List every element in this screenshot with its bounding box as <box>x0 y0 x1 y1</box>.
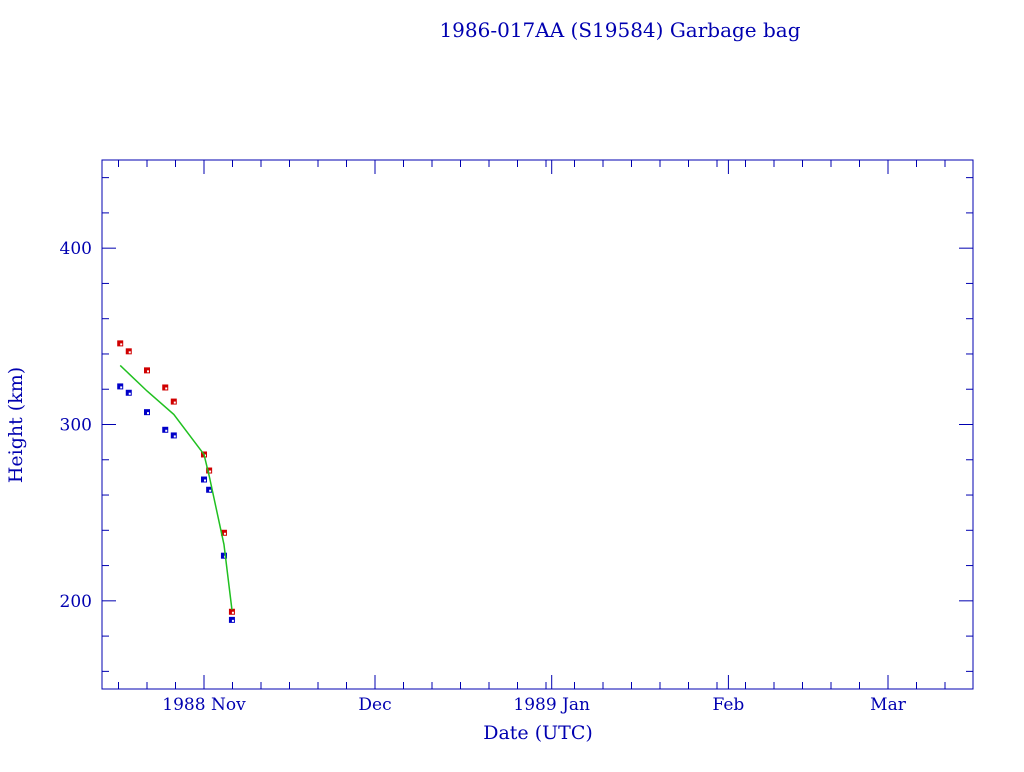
y-tick-label: 300 <box>60 416 92 436</box>
series-line-2 <box>119 364 233 610</box>
x-tick-label: Mar <box>870 695 907 715</box>
data-point-highlight <box>173 435 176 438</box>
data-point-highlight <box>120 386 123 389</box>
data-point-highlight <box>231 611 234 614</box>
x-tick-label: 1989 Jan <box>513 695 590 715</box>
data-point-highlight <box>231 619 234 622</box>
y-tick-label: 400 <box>60 239 92 259</box>
data-point-highlight <box>128 392 131 395</box>
x-tick-label: 1988 Nov <box>162 695 246 715</box>
data-point-highlight <box>128 351 131 354</box>
data-point-highlight <box>120 343 123 346</box>
x-axis-label: Date (UTC) <box>483 722 593 744</box>
data-point-highlight <box>223 532 226 535</box>
y-axis-label: Height (km) <box>5 367 27 483</box>
data-point-highlight <box>165 429 168 432</box>
y-tick-label: 200 <box>60 592 92 612</box>
x-tick-label: Feb <box>712 695 744 715</box>
data-point-highlight <box>204 479 206 482</box>
chart-title: 1986-017AA (S19584) Garbage bag <box>439 18 800 42</box>
data-point-highlight <box>165 387 168 390</box>
x-tick-label: Dec <box>358 695 391 715</box>
data-point-highlight <box>209 470 212 473</box>
data-point-highlight <box>173 401 176 404</box>
data-point-highlight <box>147 370 149 373</box>
data-point-highlight <box>147 412 149 415</box>
data-point-highlight <box>209 489 212 492</box>
